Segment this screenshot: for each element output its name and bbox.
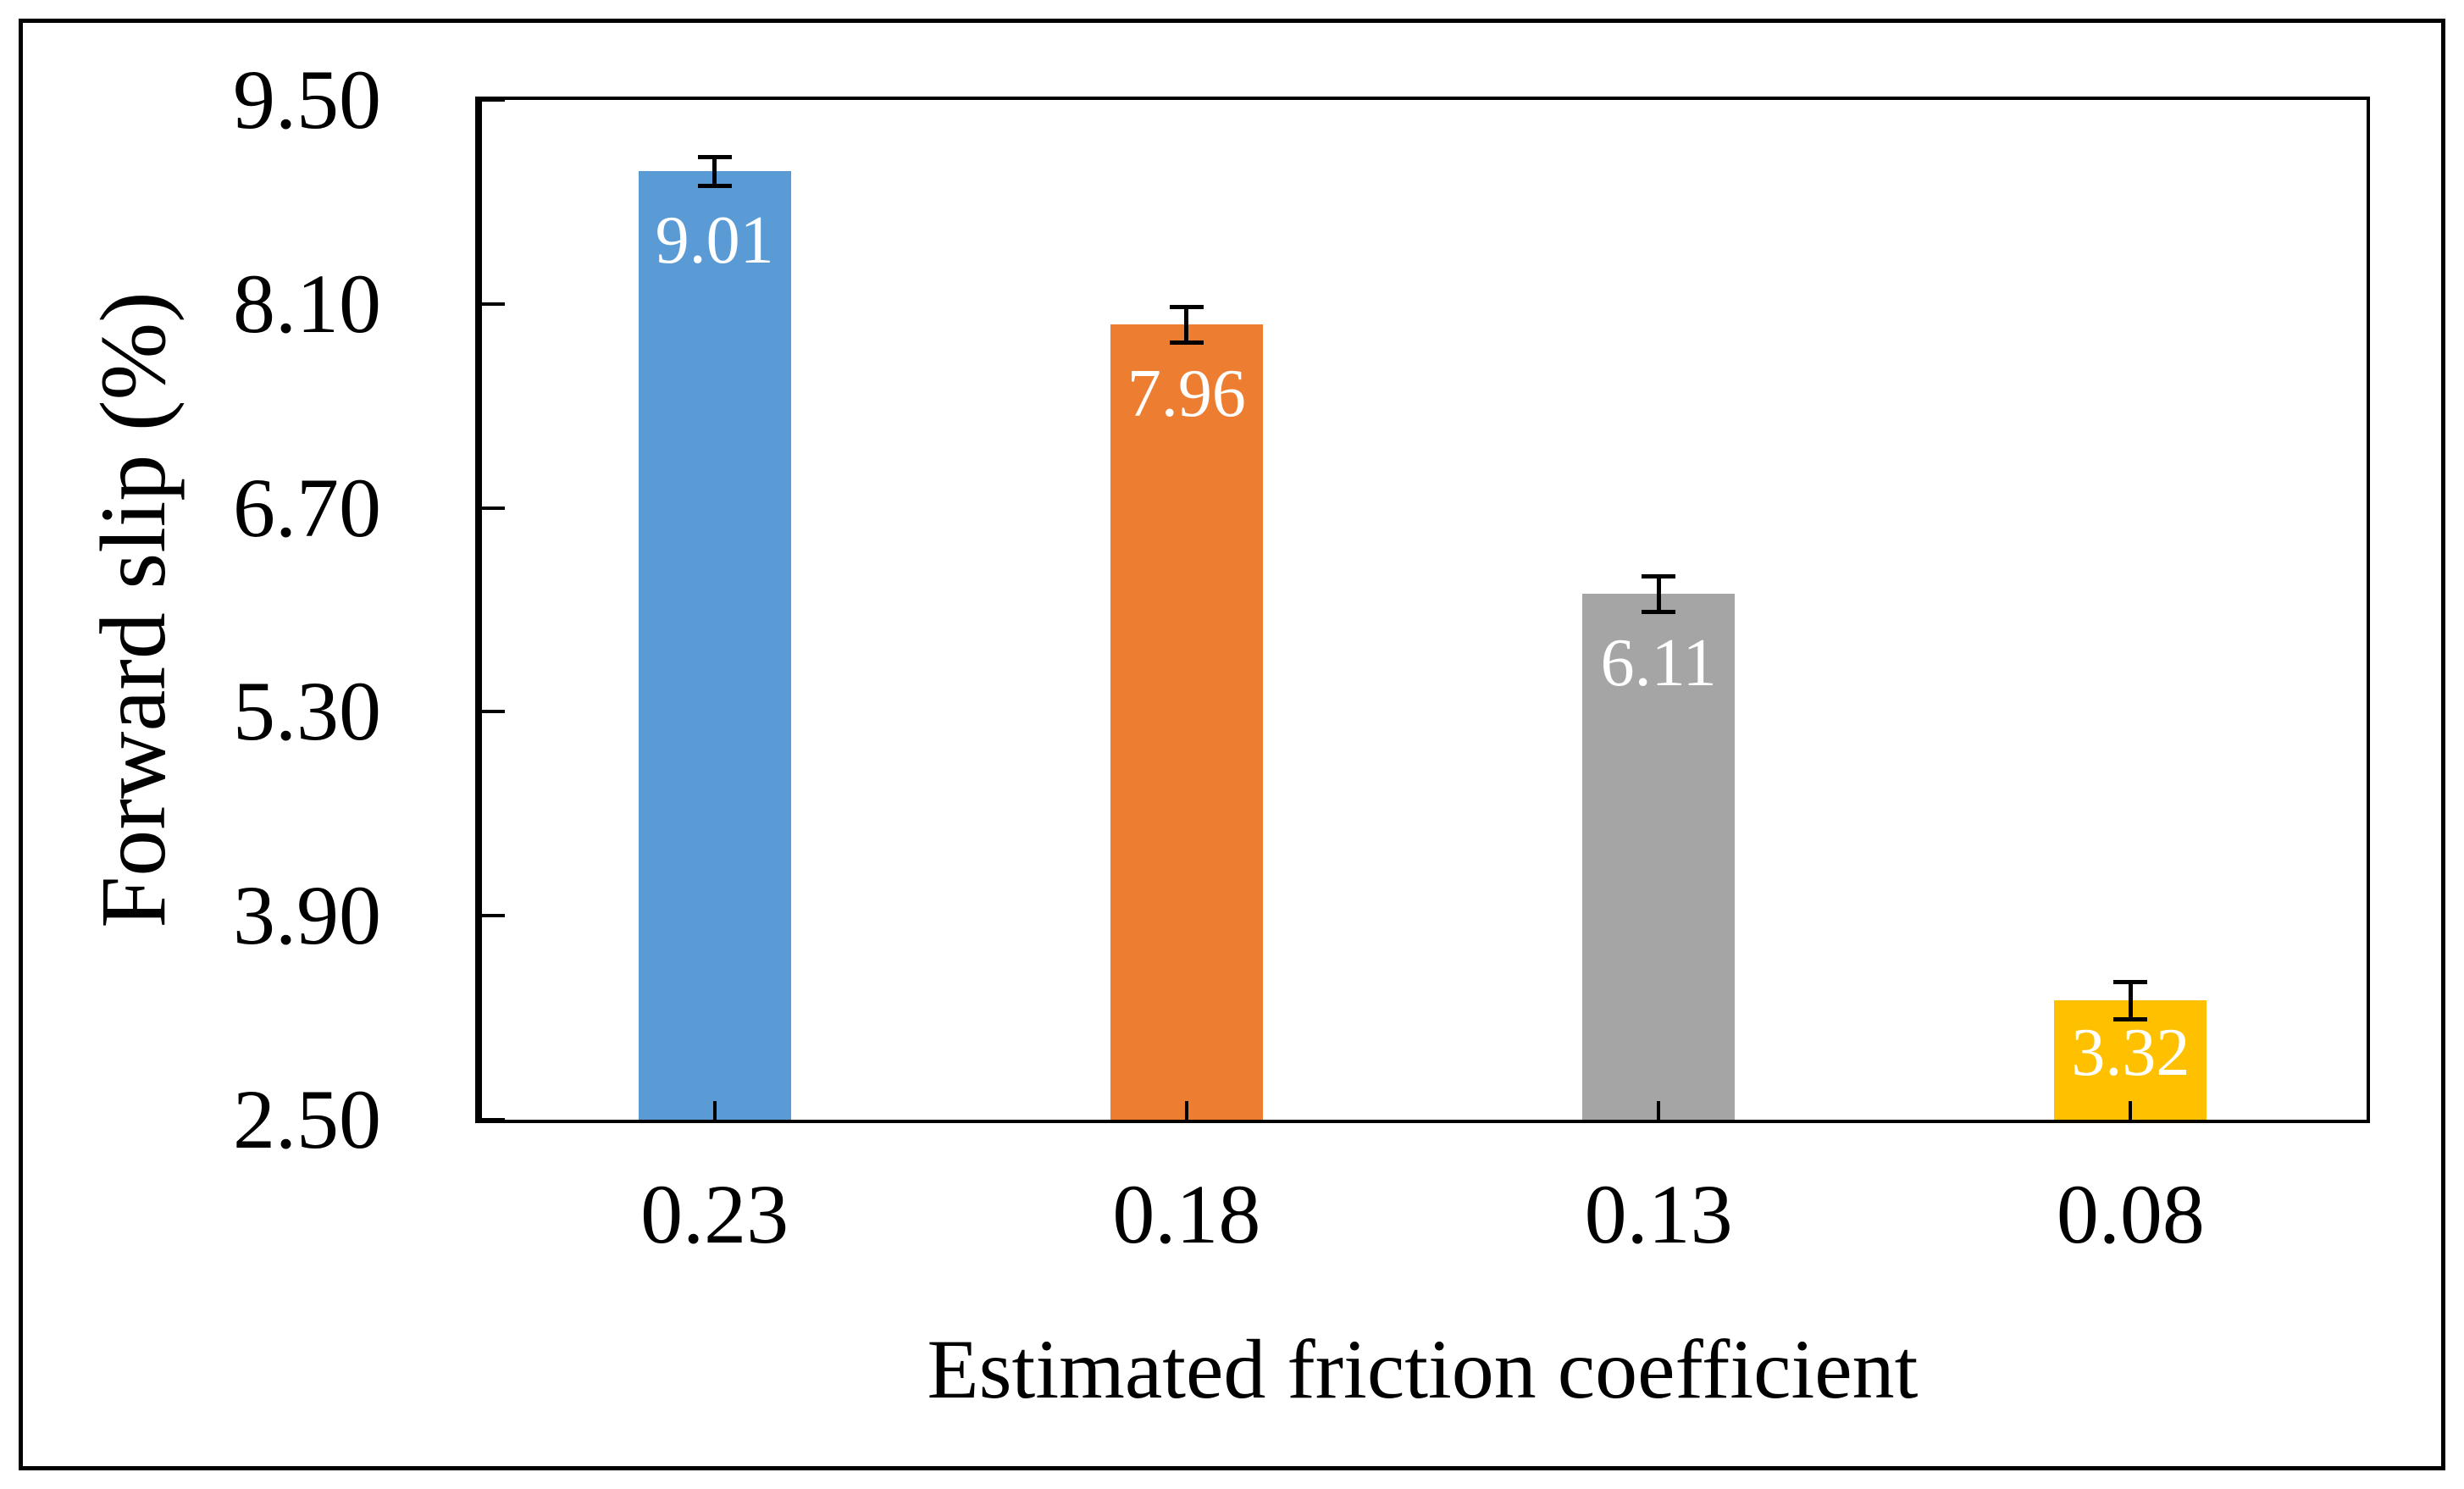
error-bar-cap-bottom	[697, 184, 732, 189]
y-axis-tick-label: 3.90	[233, 868, 381, 963]
error-bar	[2128, 981, 2133, 1020]
bar-value-label: 7.96	[1127, 356, 1246, 431]
y-axis-tick-label: 6.70	[233, 460, 381, 555]
error-bar	[712, 157, 717, 186]
chart-outer-border	[19, 19, 2445, 1470]
bar	[638, 171, 791, 1120]
error-bar-cap-top	[2113, 979, 2148, 984]
x-axis-tick-label: 0.13	[1584, 1167, 1733, 1261]
error-bar-cap-top	[697, 155, 732, 160]
bar	[1582, 594, 1736, 1120]
x-axis-tick	[1184, 1101, 1188, 1120]
y-axis-tick-label: 2.50	[233, 1072, 381, 1166]
y-axis-tick	[482, 1118, 505, 1121]
error-bar-cap-top	[1642, 574, 1676, 579]
error-bar	[1656, 576, 1661, 612]
x-axis-tick	[712, 1101, 717, 1120]
x-axis-tick	[2129, 1101, 2133, 1120]
y-axis-tick	[482, 914, 505, 918]
x-axis-tick-label: 0.18	[1112, 1167, 1261, 1261]
x-axis-title: Estimated friction coefficient	[927, 1322, 1919, 1416]
bar-value-label: 6.11	[1600, 626, 1717, 701]
bar	[1110, 324, 1263, 1120]
bar-value-label: 9.01	[655, 203, 774, 279]
x-axis-tick	[1657, 1101, 1661, 1120]
error-bar-cap-top	[1169, 305, 1204, 310]
error-bar-cap-bottom	[1169, 340, 1204, 345]
y-axis-tick	[482, 710, 505, 714]
error-bar	[1184, 307, 1189, 342]
y-axis-tick	[482, 506, 505, 510]
y-axis-title: Forward slip (%)	[81, 291, 185, 928]
x-axis-tick-label: 0.23	[640, 1167, 789, 1261]
bar-value-label: 3.32	[2071, 1015, 2190, 1090]
error-bar-cap-bottom	[1642, 609, 1676, 614]
y-axis-tick-label: 5.30	[233, 664, 381, 759]
y-axis-tick	[482, 302, 505, 306]
y-axis-tick-label: 9.50	[233, 53, 381, 147]
y-axis-tick-label: 8.10	[233, 256, 381, 351]
plot-area	[475, 97, 2370, 1123]
x-axis-tick-label: 0.08	[2056, 1167, 2205, 1261]
error-bar-cap-bottom	[2113, 1017, 2148, 1022]
y-axis-tick	[482, 98, 505, 102]
